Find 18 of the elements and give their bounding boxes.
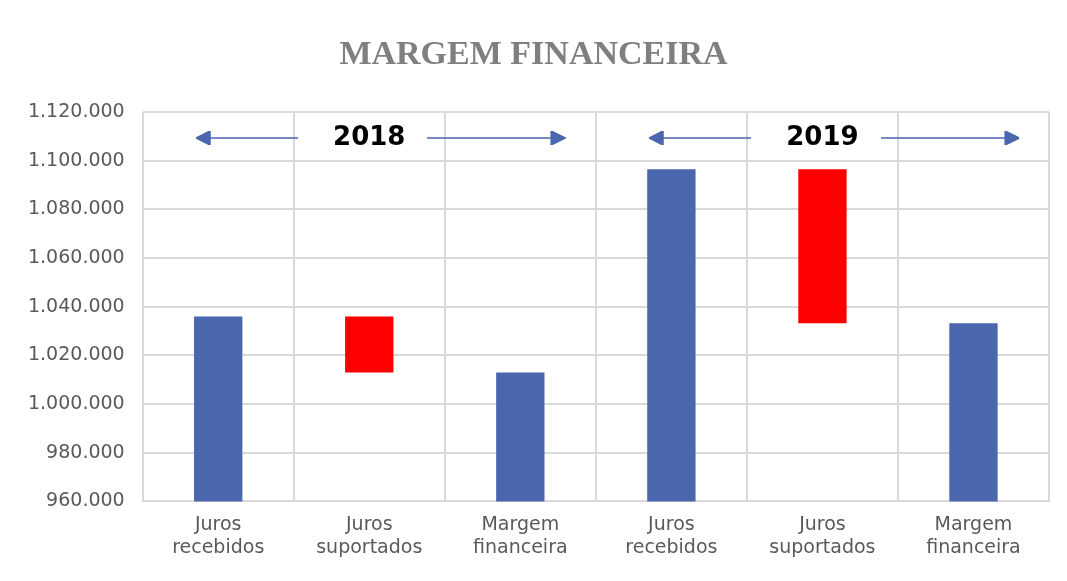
y-tick-label: 1.060.000 [27,244,125,267]
x-tick-label: Margem financeira [473,511,568,557]
y-tick-label: 1.040.000 [27,293,125,316]
annotation: 2019 [786,120,859,151]
x-tick-label: Juros recebidos [172,511,265,557]
annotation: 2018 [333,120,406,151]
x-tick-label: Juros suportados [769,511,876,557]
y-tick-label: 1.020.000 [27,342,125,365]
x-tick-label: Juros suportados [316,511,423,557]
chart-title: MARGEM FINANCEIRA [338,34,729,72]
y-tick-label: 1.120.000 [27,98,125,121]
y-tick-label: 980.000 [46,439,125,462]
y-tick-label: 1.100.000 [27,147,125,170]
y-tick-label: 1.080.000 [27,196,125,219]
y-tick-label: 960.000 [46,488,125,511]
y-tick-label: 1.000.000 [27,390,125,413]
x-tick-label: Juros recebidos [625,511,718,557]
x-tick-label: Margem financeira [926,511,1021,557]
